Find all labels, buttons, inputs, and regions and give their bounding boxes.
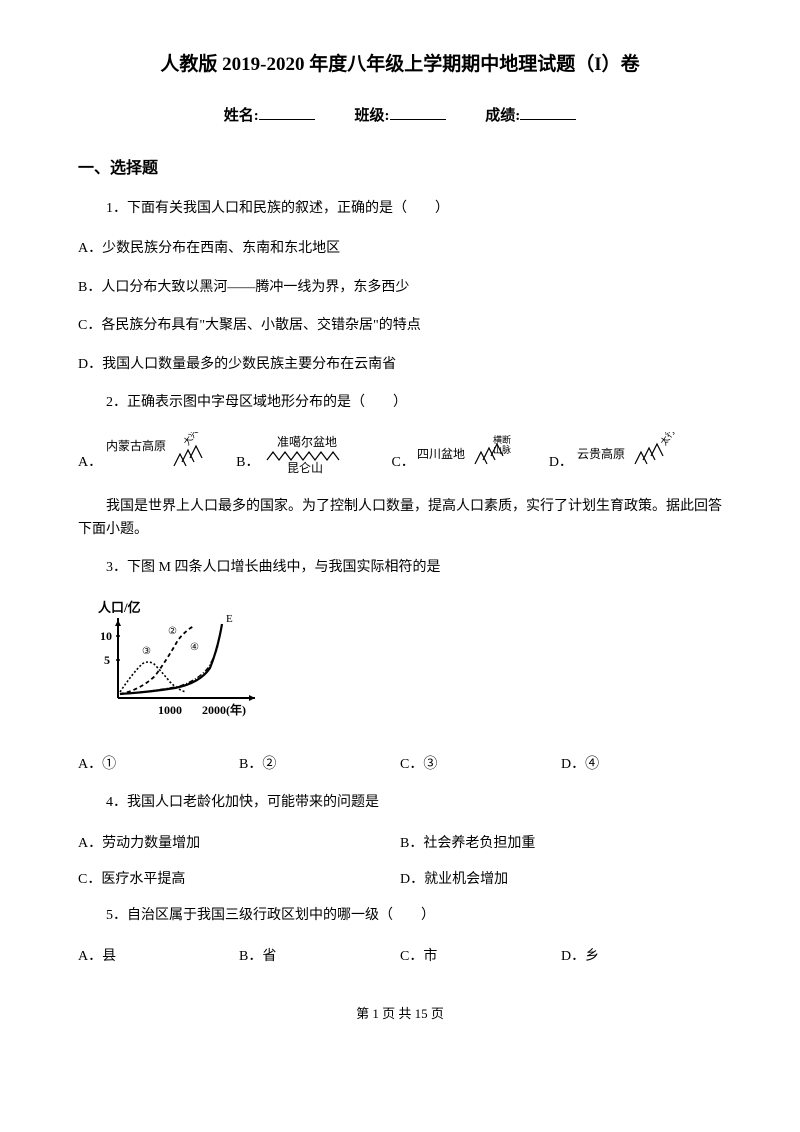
- q3-opt-b: B．②: [239, 754, 400, 776]
- header-fields: 姓名: 班级: 成绩:: [78, 104, 722, 128]
- q4-row2: C．医疗水平提高 D．就业机会增加: [78, 869, 722, 891]
- q5-opt-a: A．县: [78, 946, 239, 968]
- q1-opt-a: A．少数民族分布在西南、东南和东北地区: [78, 238, 722, 260]
- svg-text:10: 10: [100, 629, 112, 643]
- name-blank: [259, 105, 315, 120]
- q1-text: 1．下面有关我国人口和民族的叙述，正确的是（ ）: [78, 198, 722, 220]
- svg-text:2000(年): 2000(年): [202, 702, 246, 717]
- q4-opt-b: B．社会养老负担加重: [400, 833, 722, 855]
- q2-a-label: A．: [78, 452, 102, 474]
- q5-opt-b: B．省: [239, 946, 400, 968]
- section-heading: 一、选择题: [78, 156, 722, 182]
- svg-text:准噶尔盆地: 准噶尔盆地: [277, 434, 337, 449]
- class-label: 班级:: [355, 108, 390, 124]
- terrain-d-icon: 云贵高原 太行山脉: [573, 432, 691, 474]
- q4-text: 4．我国人口老龄化加快，可能带来的问题是: [78, 792, 722, 814]
- q3-opt-d: D．④: [561, 754, 722, 776]
- class-field: 班级:: [355, 104, 446, 128]
- svg-text:人口/亿: 人口/亿: [98, 600, 141, 615]
- q4-row1: A．劳动力数量增加 B．社会养老负担加重: [78, 833, 722, 855]
- q3-opt-c: C．③: [400, 754, 561, 776]
- q5-opt-c: C．市: [400, 946, 561, 968]
- svg-text:昆仑山: 昆仑山: [287, 461, 323, 474]
- page-footer: 第 1 页 共 15 页: [78, 1004, 722, 1025]
- name-label: 姓名:: [224, 108, 259, 124]
- svg-text:②: ②: [168, 626, 177, 637]
- name-field: 姓名:: [224, 104, 315, 128]
- q2-text: 2．正确表示图中字母区域地形分布的是（ ）: [78, 392, 722, 414]
- svg-text:④: ④: [190, 642, 199, 653]
- svg-text:③: ③: [142, 646, 151, 657]
- terrain-c-icon: 四川盆地 横断 山脉: [415, 432, 527, 474]
- terrain-a-icon: 内蒙古高原 大兴安岭: [102, 432, 220, 474]
- q1-opt-d: D．我国人口数量最多的少数民族主要分布在云南省: [78, 354, 722, 376]
- q4-opt-a: A．劳动力数量增加: [78, 833, 400, 855]
- q1-opt-b: B．人口分布大致以黑河——腾冲一线为界，东多西少: [78, 277, 722, 299]
- class-blank: [390, 105, 446, 120]
- terrain-b-icon: 准噶尔盆地 昆仑山: [259, 432, 369, 474]
- q3-text: 3．下图 M 四条人口增长曲线中，与我国实际相符的是: [78, 557, 722, 579]
- q2-d-label: D．: [549, 452, 573, 474]
- population-chart-icon: 人口/亿 10 5 1000 2000(年) ③ ② ④ E: [90, 598, 270, 728]
- svg-text:5: 5: [104, 653, 110, 667]
- q1-opt-c: C．各民族分布具有"大聚居、小散居、交错杂居"的特点: [78, 315, 722, 337]
- q5-opt-d: D．乡: [561, 946, 722, 968]
- q3-chart: 人口/亿 10 5 1000 2000(年) ③ ② ④ E: [90, 598, 722, 736]
- svg-text:内蒙古高原: 内蒙古高原: [106, 438, 166, 453]
- score-field: 成绩:: [485, 104, 576, 128]
- score-blank: [520, 105, 576, 120]
- q4-opt-c: C．医疗水平提高: [78, 869, 400, 891]
- context-q3: 我国是世界上人口最多的国家。为了控制人口数量，提高人口素质，实行了计划生育政策。…: [78, 496, 722, 541]
- q2-image-options: A． 内蒙古高原 大兴安岭 B． 准噶尔盆地 昆仑山 C． 四川盆地 横断 山脉…: [78, 432, 722, 474]
- page-title: 人教版 2019-2020 年度八年级上学期期中地理试题（I）卷: [78, 50, 722, 80]
- q3-options: A．① B．② C．③ D．④: [78, 754, 722, 776]
- q5-text: 5．自治区属于我国三级行政区划中的哪一级（ ）: [78, 905, 722, 927]
- q2-c-label: C．: [391, 452, 414, 474]
- score-label: 成绩:: [485, 108, 520, 124]
- q2-b-label: B．: [236, 452, 259, 474]
- q4-opt-d: D．就业机会增加: [400, 869, 722, 891]
- svg-text:大兴安岭: 大兴安岭: [181, 432, 211, 447]
- svg-text:太行山脉: 太行山脉: [658, 432, 688, 447]
- q3-opt-a: A．①: [78, 754, 239, 776]
- svg-text:1000: 1000: [158, 703, 182, 717]
- svg-text:横断: 横断: [493, 434, 511, 445]
- svg-text:E: E: [226, 613, 233, 625]
- svg-text:山脉: 山脉: [493, 444, 511, 455]
- svg-text:云贵高原: 云贵高原: [577, 446, 625, 461]
- q5-options: A．县 B．省 C．市 D．乡: [78, 946, 722, 968]
- svg-text:四川盆地: 四川盆地: [417, 447, 465, 461]
